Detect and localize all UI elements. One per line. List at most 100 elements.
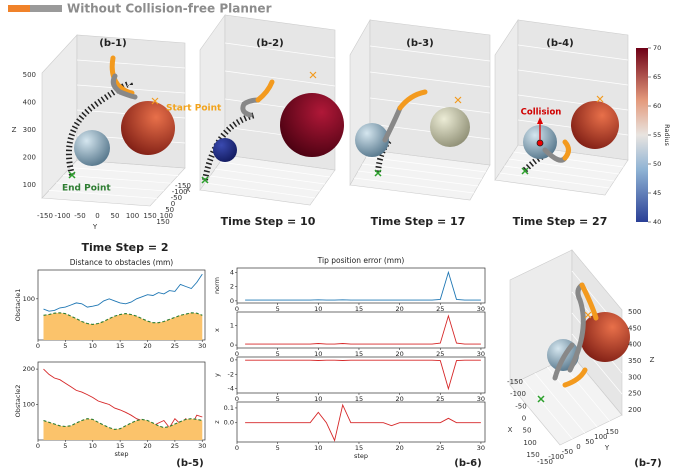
header-title: Without Collision-free Planner bbox=[67, 2, 272, 16]
x-tick-label: 30 bbox=[198, 442, 206, 450]
x-tick-label: 0 bbox=[36, 342, 40, 350]
caption: Time Step = 2 bbox=[81, 241, 168, 254]
colorbar-tick-label: 55 bbox=[653, 131, 661, 139]
axis-label: Y bbox=[92, 223, 98, 231]
axis-tick-label: 0 bbox=[576, 443, 580, 451]
obstacle bbox=[430, 107, 470, 147]
colorbar bbox=[636, 48, 648, 222]
axis-tick-label: 250 bbox=[628, 390, 641, 398]
y-axis-label: Obstacle1 bbox=[14, 289, 22, 322]
axis-label: Z bbox=[650, 356, 655, 364]
y-tick-label: 2 bbox=[230, 283, 234, 291]
chart-title: Distance to obstacles (mm) bbox=[70, 258, 174, 267]
caption: Time Step = 27 bbox=[513, 215, 608, 228]
axis-tick-label: -100 bbox=[55, 212, 71, 220]
y-tick-label: 200 bbox=[23, 365, 35, 373]
axis-tick-label: 200 bbox=[628, 406, 641, 414]
x-tick-label: 30 bbox=[198, 342, 206, 350]
y-tick-label: 0.1 bbox=[224, 404, 234, 412]
y-axis-label: Obstacle2 bbox=[14, 385, 22, 418]
y-tick-label: 100 bbox=[23, 401, 35, 409]
axis-tick-label: -50 bbox=[562, 448, 573, 456]
axis-tick-label: 100 bbox=[126, 212, 139, 220]
axis-tick-label: -150 bbox=[37, 212, 53, 220]
axis-tick-label: 50 bbox=[523, 427, 532, 435]
axis-tick-label: 50 bbox=[585, 438, 594, 446]
y-axis-label: x bbox=[213, 328, 221, 332]
x-tick-label: 30 bbox=[477, 444, 485, 452]
axis-label: Y bbox=[604, 444, 610, 452]
obstacle bbox=[580, 312, 630, 362]
axis-tick-label: 500 bbox=[23, 71, 36, 79]
x-tick-label: 25 bbox=[436, 444, 444, 452]
x-axis-label: step bbox=[354, 452, 368, 460]
axis-tick-label: 100 bbox=[23, 181, 36, 189]
panel-label: (b-4) bbox=[546, 38, 573, 49]
axis-tick-label: 400 bbox=[628, 341, 641, 349]
axis-tick-label: 300 bbox=[23, 126, 36, 134]
axis-tick-label: 300 bbox=[628, 373, 641, 381]
colorbar-tick-label: 65 bbox=[653, 73, 661, 81]
axis-tick-label: 100 bbox=[523, 439, 536, 447]
line-chart: 100200051015202530Obstacle2step bbox=[14, 362, 206, 458]
colorbar-tick-label: 45 bbox=[653, 189, 661, 197]
axis-tick-label: -150 bbox=[507, 378, 523, 386]
caption: Time Step = 10 bbox=[221, 215, 316, 228]
x-axis-label: step bbox=[114, 450, 128, 458]
y-axis-label: z bbox=[213, 420, 221, 424]
panel-label: (b-6) bbox=[454, 458, 481, 469]
figure: Without Collision-free Planner Start Poi… bbox=[0, 0, 676, 471]
y-axis-label: norm bbox=[213, 277, 221, 294]
x-tick-label: 25 bbox=[171, 342, 179, 350]
x-tick-label: 10 bbox=[89, 442, 97, 450]
y-tick-label: 0 bbox=[230, 297, 234, 305]
chart-title: Tip position error (mm) bbox=[317, 256, 405, 265]
y-tick-label: 1 bbox=[230, 322, 234, 330]
line-chart: 0.00.1051015202530zstep bbox=[213, 402, 485, 460]
y-tick-label: -2 bbox=[228, 370, 234, 378]
colorbar-tick-label: 60 bbox=[653, 102, 661, 110]
header-swatch bbox=[8, 5, 30, 12]
panel-label: (b-1) bbox=[99, 38, 126, 49]
y-tick-label: 100 bbox=[23, 295, 35, 303]
collision-point bbox=[537, 140, 543, 146]
x-tick-label: 10 bbox=[89, 342, 97, 350]
area bbox=[44, 313, 203, 340]
x-tick-label: 15 bbox=[116, 342, 124, 350]
colorbar-tick-label: 70 bbox=[653, 44, 661, 52]
axis-tick-label: 400 bbox=[23, 99, 36, 107]
plot-frame bbox=[237, 402, 485, 442]
axis-label: Z bbox=[12, 126, 17, 134]
colorbar-label: Radius bbox=[663, 124, 671, 146]
annotation: End Point bbox=[62, 184, 111, 194]
colorbar-tick-label: 40 bbox=[653, 218, 661, 226]
panel-label: (b-5) bbox=[176, 458, 203, 469]
obstacle bbox=[571, 101, 619, 149]
x-tick-label: 15 bbox=[355, 444, 363, 452]
x-tick-label: 25 bbox=[171, 442, 179, 450]
axis-tick-label: 150 bbox=[605, 428, 618, 436]
caption: Time Step = 17 bbox=[371, 215, 466, 228]
x-tick-label: 0 bbox=[36, 442, 40, 450]
line-chart: 024051015202530Tip position error (mm)no… bbox=[213, 256, 485, 313]
axis-label: X bbox=[508, 426, 513, 434]
x-tick-label: 5 bbox=[276, 444, 280, 452]
panel-label: (b-7) bbox=[634, 458, 661, 469]
axis-tick-label: 150 bbox=[526, 451, 539, 459]
obstacle bbox=[280, 93, 344, 157]
x-tick-label: 20 bbox=[143, 442, 151, 450]
axis-tick-label: 150 bbox=[156, 218, 169, 226]
y-tick-label: 0 bbox=[230, 356, 234, 364]
line-chart: -4-20051015202530y bbox=[213, 356, 485, 403]
x-tick-label: 0 bbox=[235, 444, 239, 452]
panel-label: (b-2) bbox=[256, 38, 283, 49]
axis-tick-label: 0 bbox=[95, 212, 99, 220]
axis-tick-label: 500 bbox=[628, 308, 641, 316]
x-tick-label: 20 bbox=[395, 444, 403, 452]
axis-tick-label: -50 bbox=[74, 212, 85, 220]
y-axis-label: y bbox=[213, 373, 221, 377]
x-tick-label: 5 bbox=[63, 342, 67, 350]
y-tick-label: 0 bbox=[230, 341, 234, 349]
